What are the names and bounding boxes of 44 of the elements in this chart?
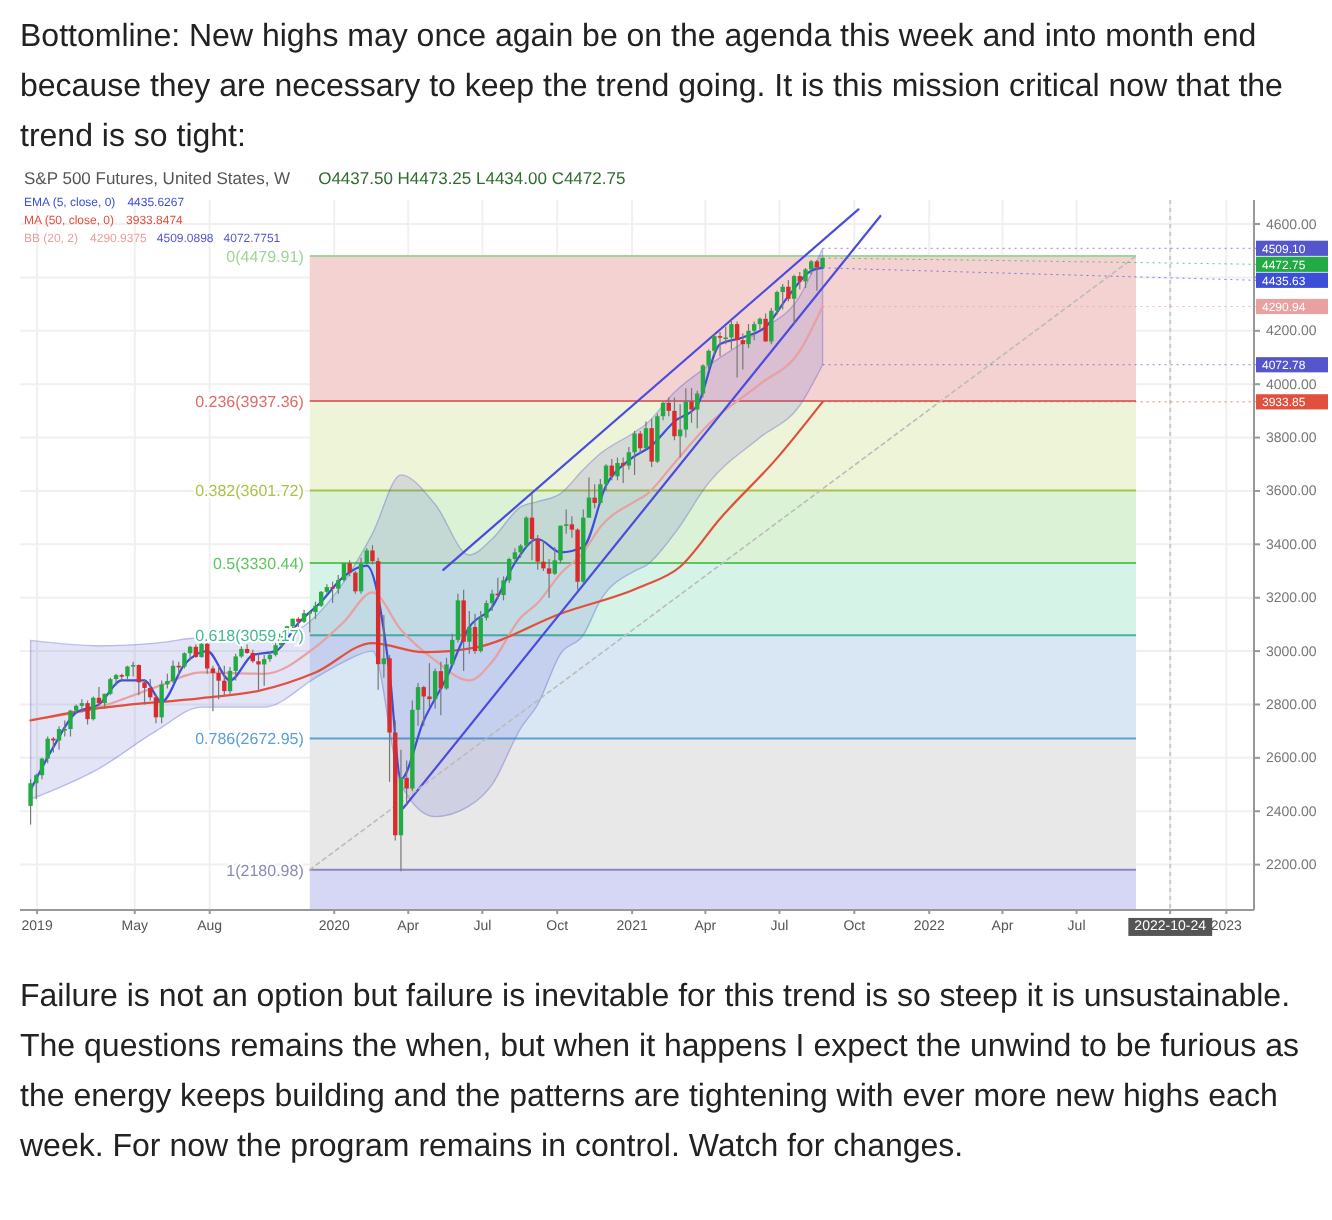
candlestick [786, 279, 791, 303]
candlestick [717, 331, 723, 357]
chart-subtitle: O4437.50 H4473.25 L4434.00 C4472.75 [318, 168, 626, 188]
candlestick [649, 418, 654, 468]
candlestick [643, 420, 649, 451]
ref-line-label: 0.382(3601.72) [195, 482, 305, 501]
text: Bottomline: New highs may once again be on the agenda this week and into month end because they are necessary to keep the trend going. It is this mission critical now that the trend is so tight: [20, 18, 1285, 158]
candlestick [472, 613, 478, 655]
text: Failure is not an option but failure is inevitable for this trend is so steep it is unsustainable. The questions remains the when, but when it happens I expect the unwind to be furious as the energy keeps building and the patterns are tightening with ever more new highs each week. For now the program remains in control. Watch for changes. [20, 978, 1302, 1168]
candlestick [689, 387, 694, 424]
candlestick [592, 483, 597, 509]
candlestick [222, 665, 227, 696]
candlestick [68, 709, 73, 738]
ref-line-label: 1(2180.98) [226, 861, 305, 880]
candlestick [381, 614, 387, 679]
candlestick [79, 698, 85, 714]
candlestick [130, 661, 136, 678]
candlestick [467, 610, 472, 655]
candlestick [461, 589, 466, 672]
candlestick [432, 667, 438, 710]
candlestick [791, 274, 797, 325]
candlestick [763, 312, 768, 343]
candlestick [729, 319, 734, 351]
candlestick [307, 610, 312, 634]
candlestick [734, 320, 740, 379]
ref-line-label: 0.5(3330.44) [213, 554, 305, 573]
candlestick [615, 456, 620, 481]
candlestick [814, 259, 820, 292]
candlestick [256, 653, 261, 691]
candlestick [752, 320, 757, 341]
ref-line-label: 0(4479.91) [226, 248, 305, 267]
candlestick [56, 725, 62, 751]
candlestick [85, 699, 90, 726]
candlestick [404, 759, 409, 807]
ref-line-label: 0.786(2672.95) [195, 730, 305, 749]
ref-line-label: 0.236(3937.36) [195, 392, 305, 411]
candlestick [28, 778, 33, 826]
candlestick [803, 267, 808, 289]
candlestick [170, 659, 176, 684]
candlestick [330, 581, 335, 604]
candlestick [620, 456, 626, 484]
chart-title: S&P 500 Futures, United States, W [24, 168, 291, 188]
candlestick [159, 679, 164, 724]
candlestick [632, 430, 637, 476]
